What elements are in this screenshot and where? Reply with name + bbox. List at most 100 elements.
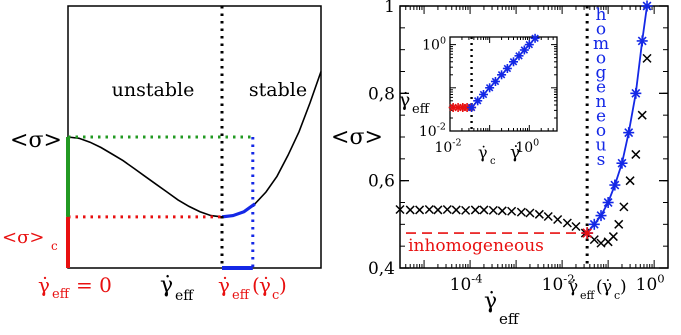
xcrit-paren-sym: γ̇ xyxy=(259,273,271,297)
main-xcrit-paren-sub: c xyxy=(614,289,620,302)
inset-star-point xyxy=(530,33,540,43)
main-cross-point xyxy=(562,218,572,228)
stable-label: stable xyxy=(249,79,307,101)
main-cross-point-b xyxy=(415,205,425,215)
main-xcrit-label: γ̇ eff ( γ̇ c ) xyxy=(568,277,627,302)
main-cross-point-b xyxy=(608,232,618,242)
main-ytick-label: 0,4 xyxy=(368,259,395,279)
main-cross-point-b xyxy=(614,219,624,229)
main-cross-point-b xyxy=(433,205,443,215)
main-cross-point xyxy=(553,214,563,225)
inset-star-point xyxy=(497,70,507,80)
main-star-point xyxy=(616,157,628,169)
xcrit-sym: γ̇ xyxy=(218,273,230,297)
main-ytick-label: 1 xyxy=(384,0,395,17)
inset-star-point xyxy=(467,102,477,112)
main-cross-point-b xyxy=(507,206,517,216)
inset-star-point-stroke xyxy=(525,40,534,49)
main-ylabel: <σ> xyxy=(331,125,383,150)
main-cross-point-b xyxy=(589,235,599,245)
main-cross-point-b xyxy=(451,205,461,215)
main-xcrit-sub: eff xyxy=(580,289,596,302)
main-cross-point-b xyxy=(461,205,471,215)
main-cross-point-b xyxy=(543,211,553,222)
main-ytick-label: 0,6 xyxy=(368,172,395,192)
main-xlabel: γ̇ eff xyxy=(484,289,520,328)
main-cross-point xyxy=(543,211,553,222)
main-cross-point-b xyxy=(470,205,480,215)
main-star-point xyxy=(636,35,648,47)
inset-xtick-label: 10-2 xyxy=(434,138,461,156)
inset-star-point-stroke xyxy=(515,52,523,60)
inset-star-point-stroke xyxy=(479,90,488,99)
main-xtick-label: 10-2 xyxy=(542,271,575,295)
schematic-stable-branch xyxy=(221,202,256,219)
inset-ylabel-sym: γ̇ xyxy=(399,89,410,111)
main-cross-point xyxy=(516,207,526,217)
inset-ticks: 10-2 100 10-2 100 xyxy=(419,35,558,156)
xcrit-paren-open: ( xyxy=(252,273,260,297)
main-cross-point-b xyxy=(395,204,405,215)
main-xcrit-paren-sym: γ̇ xyxy=(602,277,612,297)
inset-xcrit-label: γ̇ c xyxy=(478,143,496,167)
main-ytick-label: 0,8 xyxy=(368,84,395,104)
main-cross-point xyxy=(451,205,461,215)
main-cross-point-b xyxy=(534,209,544,219)
main-cross-point-b xyxy=(562,218,572,228)
main-star-point xyxy=(609,179,621,191)
xcrit-paren-sub: c xyxy=(272,288,279,303)
main-cross-point-b xyxy=(497,206,507,216)
inset-panel: 10-2 100 10-2 100 γ̇ eff γ̇ c γ̇ xyxy=(399,33,558,167)
main-cross-point xyxy=(525,208,535,218)
main-xlabel-sub: eff xyxy=(499,310,520,328)
inset-star-point-stroke xyxy=(473,97,482,105)
main-cross-point-b xyxy=(596,238,606,248)
inhomogeneous-label: inhomogeneous xyxy=(408,236,544,256)
main-cross-point-b xyxy=(625,176,635,186)
main-cross-point xyxy=(488,205,498,215)
main-cross-point-b xyxy=(424,204,434,215)
inset-star-point xyxy=(509,57,519,67)
main-cross-point xyxy=(405,205,415,215)
main-cross-point xyxy=(507,206,517,216)
homogeneous-letter: s xyxy=(597,150,606,170)
inset-star-point xyxy=(502,63,512,73)
inset-xcrit-sym: γ̇ xyxy=(478,143,488,162)
main-cross-point xyxy=(596,238,606,248)
main-panel: 0,4 0,6 0,8 1 10-4 10-2 100 <σ> γ̇ eff γ̇ eff … xyxy=(331,0,669,328)
inset-ylabel-sub: eff xyxy=(412,102,431,117)
main-xcrit-paren-close: ) xyxy=(620,277,627,297)
schematic-xlabel: γ̇ eff xyxy=(160,273,194,304)
main-cross-point xyxy=(415,205,425,215)
main-star-point-stroke xyxy=(589,219,599,229)
main-star-point-stroke xyxy=(637,36,647,46)
sigma-c-subscript: c xyxy=(51,239,58,253)
main-star-point xyxy=(641,0,653,12)
main-star-point xyxy=(595,210,607,222)
main-star-point-stroke xyxy=(631,88,641,98)
main-cross-point-b xyxy=(631,149,641,159)
schematic-panel: unstable stable <σ> <σ> c γ̇ eff = 0 γ̇ … xyxy=(2,5,322,304)
main-marks xyxy=(395,0,653,268)
schematic-x-zero-label: γ̇ eff = 0 xyxy=(38,273,112,302)
main-star-point xyxy=(623,127,635,139)
main-cross-point xyxy=(442,204,452,215)
inset-ytick-label: 100 xyxy=(422,35,446,53)
main-star-point-stroke xyxy=(582,228,592,238)
inset-star-point xyxy=(485,83,495,93)
main-cross-point-b xyxy=(619,202,629,212)
main-xcrit-paren-open: ( xyxy=(596,277,603,297)
schematic-sigma-c-label: <σ> c xyxy=(2,227,58,253)
inset-xlabel: γ̇ xyxy=(510,143,520,163)
main-cross-point-b xyxy=(525,208,535,218)
homogeneous-letter: o xyxy=(596,49,606,69)
inset-frame xyxy=(449,36,558,132)
main-cross-point xyxy=(642,53,652,63)
main-star-point-stroke xyxy=(610,180,620,190)
schematic-xlabel-sub: eff xyxy=(175,288,194,304)
inset-xtick-label: 100 xyxy=(515,138,539,156)
xcrit-sub: eff xyxy=(232,288,251,303)
x-zero-sym: γ̇ xyxy=(38,273,50,297)
